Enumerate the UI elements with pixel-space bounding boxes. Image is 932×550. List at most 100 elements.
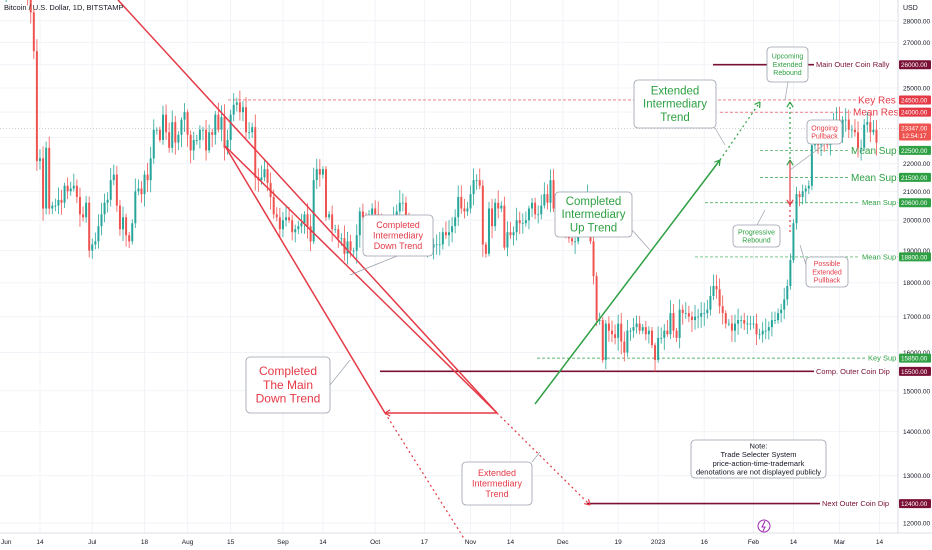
candle-body	[115, 174, 118, 206]
time-tick-label: Dec	[557, 539, 569, 546]
level-price-tag	[899, 60, 931, 70]
candle-body	[275, 214, 278, 218]
candle-body	[217, 114, 220, 130]
candle-body	[844, 119, 847, 121]
current-price-value: 23347.00	[901, 126, 928, 133]
candle-body	[681, 309, 684, 314]
candle-body	[232, 104, 235, 115]
candle-body	[783, 299, 786, 310]
candle-body	[718, 289, 721, 307]
candle-body	[226, 139, 229, 148]
callout-intermediary-up-trend: Completed Intermediary Up Trend	[562, 196, 626, 234]
candle-body	[331, 214, 334, 230]
candle-body	[540, 205, 543, 215]
candle-body	[853, 129, 856, 133]
level-price-tag-text: 21500.00	[901, 175, 928, 182]
candle-body	[435, 244, 438, 246]
level-label-bg	[849, 144, 898, 156]
candle-body	[371, 208, 374, 215]
level-price-tag-text: 20600.00	[901, 200, 928, 207]
time-tick-label: 16	[701, 539, 709, 546]
candle-body	[690, 316, 693, 321]
candle-body	[472, 180, 475, 195]
candle-body	[497, 202, 500, 209]
callout-extended-intermediary-trend-line: Extended	[651, 86, 700, 98]
candle-body	[78, 196, 81, 215]
candle-body	[663, 330, 666, 338]
candle-body	[149, 158, 152, 181]
candle-body	[491, 208, 494, 227]
candle-body	[641, 327, 644, 331]
candle-body	[866, 122, 869, 125]
candle-body	[644, 327, 647, 335]
callout-upcoming-extended-rebound-line: Upcoming	[772, 54, 804, 61]
main-down-trend-line	[117, 0, 498, 414]
candle-body	[328, 214, 331, 218]
level-label: Key Sup	[868, 354, 896, 363]
time-axis[interactable]: Jun 14 Jul 18 Aug 15 Sep 14 Oct 17 Nov 14 Dec 19 2023 1…	[0, 532, 932, 546]
candle-body	[315, 169, 318, 181]
level-price-tag-text: 26000.00	[901, 62, 928, 69]
time-tick-label: 19	[615, 539, 623, 546]
callout-ongoing-pullback: Ongoing Pullback	[811, 125, 838, 140]
candle-body	[601, 320, 604, 360]
candle-body	[66, 185, 69, 192]
callout-possible-extended-pullback-line: Extended	[812, 269, 842, 276]
time-tick-label: 17	[421, 539, 429, 546]
candle-body	[288, 217, 291, 221]
candle-body	[300, 223, 303, 227]
price-tick-label: 17000.00	[903, 314, 930, 321]
candle-body	[647, 330, 650, 335]
time-tick-label: Aug	[182, 539, 194, 546]
candle-body	[571, 238, 574, 242]
candle-body	[669, 313, 672, 335]
candle-body	[235, 102, 238, 105]
candle-body	[32, 12, 35, 52]
candle-body	[743, 320, 746, 324]
candle-body	[140, 188, 143, 195]
candle-body	[195, 139, 198, 141]
candle-body	[106, 199, 109, 203]
candle-body	[454, 217, 457, 227]
time-tick-label: 2023	[651, 539, 666, 546]
callout-main-down-trend-line: The Main	[263, 378, 313, 392]
candle-body	[48, 147, 51, 209]
candle-body	[807, 185, 810, 189]
level-price-tag	[899, 252, 931, 262]
callout-pointer	[349, 255, 398, 276]
candle-body	[38, 158, 41, 162]
lightning-icon[interactable]	[757, 519, 771, 533]
candle-body	[122, 217, 125, 230]
candle-body	[786, 285, 789, 300]
level-label: Next Outer Coin Dip	[822, 499, 889, 508]
candle-body	[469, 194, 472, 209]
candle-body	[531, 202, 534, 209]
level-label-bg	[866, 353, 900, 363]
candle-body	[238, 102, 241, 113]
candle-body	[158, 129, 161, 140]
candle-body	[334, 229, 337, 231]
candle-body	[460, 196, 463, 209]
candle-body	[432, 244, 435, 248]
arrow-head	[584, 499, 591, 506]
time-tick-label: Nov	[465, 539, 477, 546]
candle-body	[746, 323, 749, 325]
callout-extended-intermediary-trend-down-line: Trend	[485, 489, 508, 499]
candle-body	[94, 241, 97, 245]
candle-body	[487, 208, 490, 254]
candle-body	[103, 202, 106, 215]
time-tick-label: 14	[790, 539, 798, 546]
candle-body	[457, 196, 460, 218]
candle-body	[131, 223, 134, 242]
candle-body	[398, 202, 401, 212]
price-axis[interactable]: 12000.00 13000.00 14000.00 15000.00 16000.00…	[897, 0, 932, 550]
candle-body	[245, 107, 248, 133]
candle-body	[620, 323, 623, 342]
candle-body	[355, 235, 358, 251]
level-label: Mean Sup	[851, 146, 897, 157]
callout-progressive-rebound: Progressive Rebound	[738, 229, 775, 244]
candle-body	[694, 316, 697, 321]
candles	[5, 0, 878, 372]
candle-body	[248, 132, 251, 134]
